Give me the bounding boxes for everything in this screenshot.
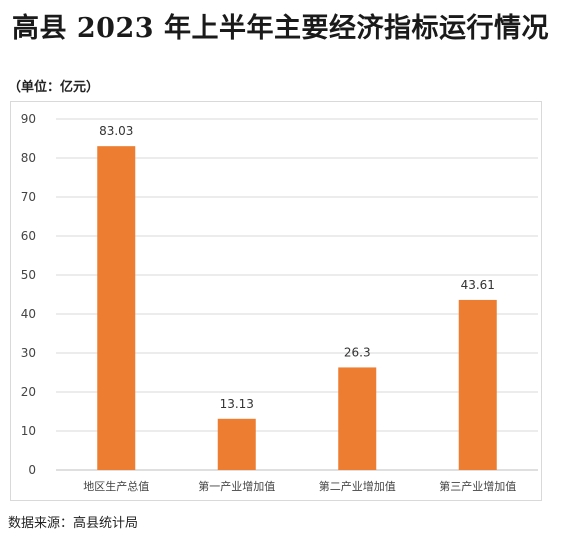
chart-frame: 0 10 20 30 40 50 60 70 80 90 83.03 地区生产总值 13.13 第一产业增…: [10, 101, 542, 501]
bar-2: [217, 418, 256, 470]
source-note: 数据来源：高县统计局: [8, 516, 139, 531]
data-label-3: 26.3: [344, 345, 371, 359]
y-tick-label: 60: [21, 229, 36, 243]
unit-note: （单位：亿元）: [8, 80, 100, 95]
category-label-1: 地区生产总值: [83, 479, 149, 493]
y-tick-label: 10: [21, 424, 36, 438]
y-tick-label: 50: [21, 268, 36, 282]
y-tick-label: 70: [21, 190, 36, 204]
data-label-2: 13.13: [220, 397, 254, 411]
bar-3: [338, 367, 377, 470]
bar-chart: 0 10 20 30 40 50 60 70 80 90 83.03 地区生产总值 13.13 第一产业增…: [21, 112, 538, 493]
category-label-3: 第二产业增加值: [319, 479, 396, 493]
y-tick-label: 20: [21, 385, 36, 399]
y-tick-label: 30: [21, 346, 36, 360]
y-tick-label: 0: [28, 463, 36, 477]
data-label-1: 83.03: [99, 124, 133, 138]
y-tick-label: 80: [21, 151, 36, 165]
y-tick-label: 90: [21, 112, 36, 126]
y-tick-label: 40: [21, 307, 36, 321]
category-label-2: 第一产业增加值: [198, 479, 275, 493]
data-label-4: 43.61: [461, 278, 495, 292]
bar-4: [458, 299, 497, 470]
bar-1: [97, 146, 136, 471]
chart-title: 高县 2023 年上半年主要经济指标运行情况: [12, 13, 549, 44]
category-label-4: 第三产业增加值: [439, 479, 516, 493]
